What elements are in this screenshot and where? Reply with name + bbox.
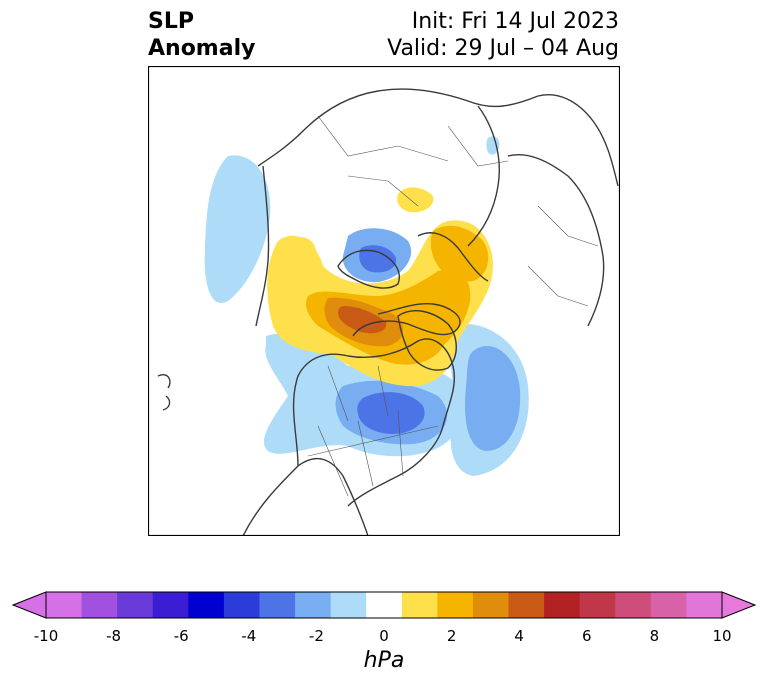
borders	[307, 115, 599, 497]
anomaly-north-america-low-inner	[357, 392, 425, 434]
colorbar-tick-label: 4	[514, 627, 524, 645]
colorbar-segment	[117, 592, 154, 618]
colorbar-segments	[46, 592, 723, 618]
colorbar-segment	[366, 592, 403, 618]
title-line-2: Anomaly	[148, 36, 256, 61]
anomaly-bering-high	[288, 236, 317, 264]
colorbar-segment	[46, 592, 83, 618]
colorbar-segment	[544, 592, 581, 618]
colorbar-max-extension	[721, 591, 757, 619]
colorbar-tick-label: -10	[33, 627, 59, 645]
colorbar-segment	[615, 592, 652, 618]
anomaly-map	[148, 66, 620, 536]
colorbar-tick-label: 2	[446, 627, 457, 645]
colorbar-segment	[472, 592, 510, 618]
colorbar-segment	[686, 592, 723, 618]
anomaly-west-pacific-low	[204, 155, 271, 303]
colorbar-tick-label: -6	[173, 627, 189, 645]
colorbar-segment	[401, 592, 438, 618]
colorbar-segment	[579, 592, 616, 618]
valid-range: Valid: 29 Jul – 04 Aug	[387, 36, 619, 61]
init-date: Init: Fri 14 Jul 2023	[411, 9, 619, 34]
colorbar-tick-label: 8	[649, 627, 660, 645]
colorbar-segment	[437, 592, 474, 618]
colorbar-min-extension	[11, 591, 47, 619]
anomaly-high-core	[338, 306, 387, 334]
colorbar-outline	[45, 591, 723, 619]
colorbar-tick-label: -8	[106, 627, 122, 645]
colorbar-segment	[259, 592, 296, 618]
colorbar	[11, 591, 757, 619]
colorbar-tick-label: 0	[379, 627, 389, 645]
colorbar-unit-label: hPa	[363, 648, 405, 673]
map-border	[148, 66, 620, 536]
anomaly-polar-low-inner	[359, 245, 397, 273]
colorbar-tick-label: -2	[308, 627, 324, 645]
colorbar-segment	[330, 592, 367, 618]
colorbar-tick-label: 10	[712, 627, 732, 645]
coastlines	[157, 88, 619, 536]
colorbar-segment	[81, 592, 118, 618]
anomaly-siberia-high	[397, 187, 434, 213]
colorbar-tick-label: 6	[582, 627, 592, 645]
valid-period: Init: Fri 14 Jul 2023 Valid: 29 Jul – 04…	[387, 8, 619, 62]
colorbar-segment	[508, 592, 545, 618]
colorbar-segment	[650, 592, 687, 618]
anomaly-atlantic-low-inner	[465, 345, 521, 451]
colorbar-segment	[295, 592, 332, 618]
colorbar-segment	[188, 592, 225, 618]
colorbar-tick-label: -4	[241, 627, 257, 645]
colorbar-segment	[223, 592, 260, 618]
title-line-1: SLP	[148, 9, 194, 34]
anomaly-scandinavia-low	[486, 136, 500, 155]
map-panel	[148, 66, 620, 536]
map-title: SLP Anomaly	[148, 8, 255, 62]
colorbar-segment	[152, 592, 189, 618]
